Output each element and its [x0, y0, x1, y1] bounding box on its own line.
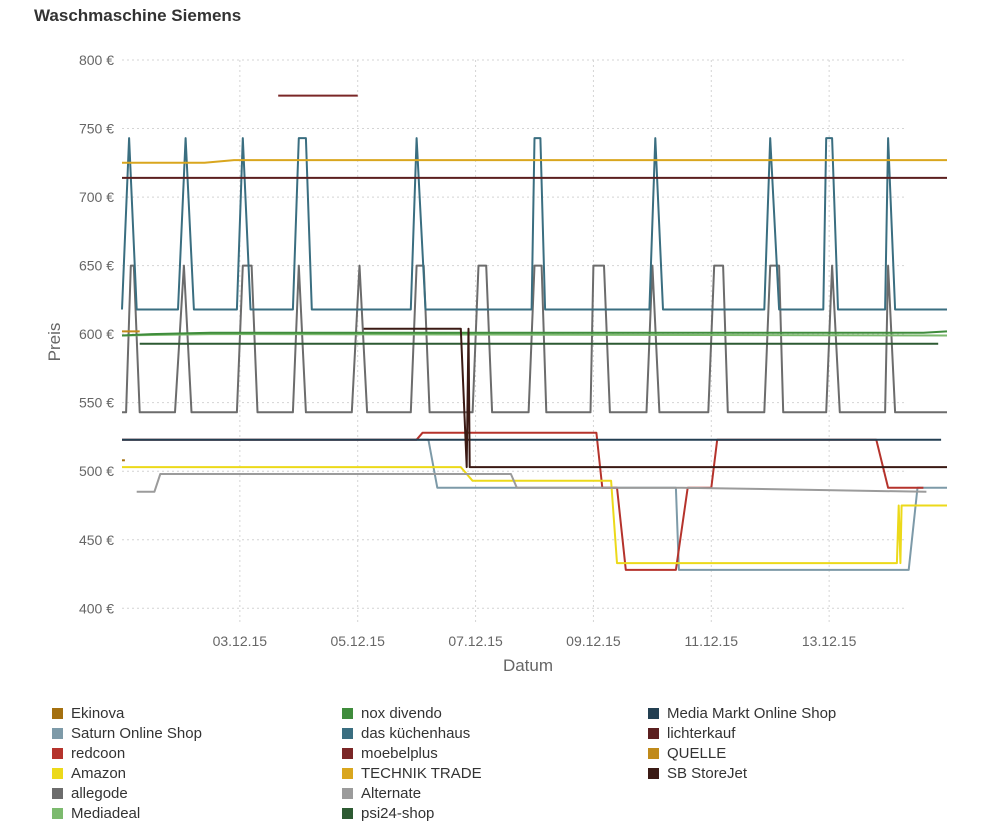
series-line-nox-divendo[interactable] — [121, 330, 948, 337]
y-tick-label: 700 € — [79, 189, 114, 205]
legend-swatch — [52, 707, 63, 719]
legend-swatch — [52, 767, 63, 779]
x-tick-label: 03.12.15 — [213, 633, 268, 649]
y-tick-label: 500 € — [79, 463, 114, 479]
series-line-technik-trade[interactable] — [122, 159, 947, 164]
line-chart: 400 € 450 € 500 € 550 € 600 € 650 € 700 € 750 €… — [45, 52, 948, 675]
y-tick-label: 400 € — [79, 600, 114, 616]
y-tick-label: 650 € — [79, 258, 114, 274]
legend-swatch — [52, 727, 63, 739]
legend-item[interactable]: redcoon — [52, 743, 125, 763]
legend-item[interactable]: allegode — [52, 783, 128, 803]
y-tick-label: 550 € — [79, 395, 114, 411]
x-axis-title: Datum — [503, 656, 553, 675]
legend-label: redcoon — [71, 744, 126, 762]
legend-swatch — [342, 707, 353, 719]
series-line-alternate[interactable] — [136, 473, 927, 493]
legend-item[interactable]: TECHNIK TRADE — [342, 763, 482, 783]
legend-swatch — [342, 807, 353, 819]
legend-swatch — [342, 767, 353, 779]
legend-swatch — [342, 747, 353, 759]
legend-swatch — [342, 727, 353, 739]
chart-title: Waschmaschine Siemens — [34, 6, 242, 25]
legend-item[interactable]: Alternate — [342, 783, 421, 803]
legend-label: lichterkauf — [667, 724, 736, 742]
legend-swatch — [648, 727, 659, 739]
legend-swatch — [648, 707, 659, 719]
x-tick-label: 13.12.15 — [802, 633, 857, 649]
legend-item[interactable]: lichterkauf — [648, 723, 735, 743]
series-line-das-k-chenhaus[interactable] — [121, 137, 947, 311]
legend-swatch — [52, 787, 63, 799]
legend-label: Amazon — [71, 764, 127, 782]
y-axis-title: Preis — [45, 323, 64, 362]
y-tick-label: 600 € — [79, 326, 114, 342]
y-tick-label: 800 € — [79, 52, 114, 68]
series-line-allegode[interactable] — [122, 264, 947, 414]
x-tick-label: 05.12.15 — [330, 633, 385, 649]
legend-swatch — [52, 747, 63, 759]
legend-label: nox divendo — [361, 704, 442, 722]
series-line-amazon[interactable] — [122, 466, 947, 565]
legend-label: moebelplus — [361, 744, 438, 762]
legend-item[interactable]: SB StoreJet — [648, 763, 747, 783]
legend-item[interactable]: nox divendo — [342, 703, 442, 723]
legend-label: psi24-shop — [361, 804, 435, 822]
y-tick-label: 750 € — [79, 121, 114, 137]
legend-label: SB StoreJet — [667, 764, 748, 782]
legend-item[interactable]: Amazon — [52, 763, 126, 783]
legend-item[interactable]: Ekinova — [52, 703, 124, 723]
legend-label: TECHNIK TRADE — [361, 764, 482, 782]
x-tick-label: 07.12.15 — [448, 633, 503, 649]
series-line-mediadeal[interactable] — [121, 333, 948, 337]
legend-item[interactable]: Mediadeal — [52, 803, 140, 823]
y-tick-label: 450 € — [79, 532, 114, 548]
legend-label: allegode — [71, 784, 128, 802]
legend-item[interactable]: QUELLE — [648, 743, 726, 763]
legend-label: Saturn Online Shop — [71, 724, 202, 742]
legend-label: Mediadeal — [71, 804, 141, 822]
tick-layer: 400 € 450 € 500 € 550 € 600 € 650 € 700 € 750 €… — [79, 52, 857, 649]
legend-label: Alternate — [361, 784, 422, 802]
legend-label: Ekinova — [71, 704, 125, 722]
series-line-redcoon[interactable] — [122, 431, 924, 571]
x-tick-label: 11.12.15 — [685, 633, 739, 649]
legend-item[interactable]: moebelplus — [342, 743, 438, 763]
legend-label: Media Markt Online Shop — [667, 704, 837, 722]
x-tick-label: 09.12.15 — [566, 633, 621, 649]
legend-item[interactable]: Saturn Online Shop — [52, 723, 202, 743]
legend-swatch — [648, 747, 659, 759]
legend-swatch — [342, 787, 353, 799]
series-layer — [121, 94, 948, 571]
legend-item[interactable]: Media Markt Online Shop — [648, 703, 836, 723]
legend-swatch — [52, 807, 63, 819]
legend-swatch — [648, 767, 659, 779]
legend-label: das küchenhaus — [361, 724, 471, 742]
legend-item[interactable]: psi24-shop — [342, 803, 434, 823]
series-line-sb-storejet[interactable] — [363, 327, 947, 469]
series-line-saturn-online-shop[interactable] — [122, 438, 947, 571]
legend-label: QUELLE — [667, 744, 727, 762]
legend-item[interactable]: das küchenhaus — [342, 723, 470, 743]
